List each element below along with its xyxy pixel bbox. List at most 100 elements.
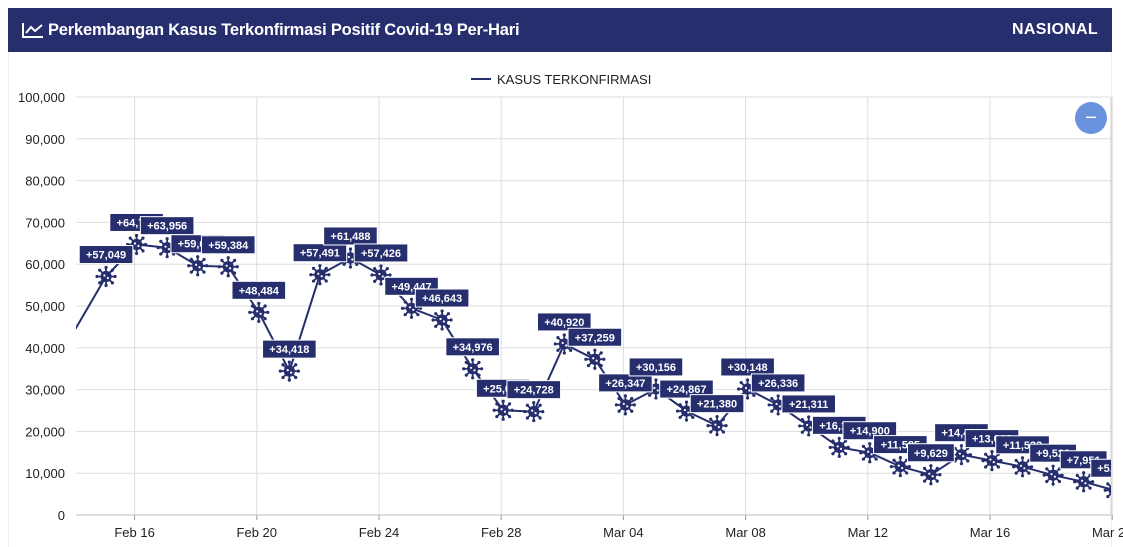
data-label: +24,728 xyxy=(506,380,562,400)
virus-marker-icon[interactable] xyxy=(1042,464,1064,486)
virus-marker-icon[interactable] xyxy=(584,348,606,370)
chart-header: Perkembangan Kasus Terkonfirmasi Positif… xyxy=(8,8,1112,52)
virus-marker-icon[interactable] xyxy=(400,297,423,319)
x-tick-label: Mar 20 xyxy=(1092,525,1123,540)
virus-marker-icon[interactable] xyxy=(248,301,270,323)
virus-marker-icon[interactable] xyxy=(95,265,117,288)
data-label: +57,426 xyxy=(353,243,409,263)
data-label-text: +5,922 xyxy=(1097,463,1123,475)
y-tick-label: 50,000 xyxy=(25,299,65,314)
data-label: +57,049 xyxy=(78,245,134,265)
virus-marker-icon[interactable] xyxy=(462,358,484,380)
region-badge: NASIONAL xyxy=(1012,21,1098,38)
data-label-text: +40,920 xyxy=(544,317,584,329)
virus-marker-icon[interactable] xyxy=(553,333,575,355)
data-label-text: +26,347 xyxy=(605,378,645,390)
data-label-text: +9,629 xyxy=(914,448,948,460)
data-label: +34,976 xyxy=(445,337,500,357)
data-label-text: +57,049 xyxy=(86,250,126,262)
x-tick-label: Mar 12 xyxy=(848,525,888,540)
data-label-text: +34,418 xyxy=(269,344,309,356)
data-label: +5,922 xyxy=(1090,458,1123,478)
virus-marker-icon[interactable] xyxy=(187,255,209,277)
data-label: +24,867 xyxy=(659,379,714,399)
data-label: +14,900 xyxy=(842,421,898,441)
y-tick-label: 70,000 xyxy=(25,215,65,230)
chart-title-wrap: Perkembangan Kasus Terkonfirmasi Positif… xyxy=(22,20,520,40)
virus-marker-icon[interactable] xyxy=(492,399,514,421)
data-label-text: +46,643 xyxy=(422,293,462,305)
data-label-text: +21,380 xyxy=(697,399,737,411)
data-label-text: +61,488 xyxy=(330,231,370,243)
x-tick-label: Feb 28 xyxy=(481,525,521,540)
y-tick-label: 20,000 xyxy=(25,424,65,439)
data-label: +48,484 xyxy=(231,280,287,300)
virus-marker-icon[interactable] xyxy=(920,464,942,486)
data-label: +57,491 xyxy=(292,243,348,263)
data-label-text: +14,900 xyxy=(850,426,890,438)
minus-icon: − xyxy=(1085,107,1097,129)
x-tick-label: Feb 20 xyxy=(237,525,277,540)
y-tick-label: 60,000 xyxy=(25,257,65,272)
data-label: +34,418 xyxy=(262,339,317,359)
virus-marker-icon[interactable] xyxy=(309,264,331,286)
data-label: +21,380 xyxy=(689,394,745,414)
virus-marker-icon[interactable] xyxy=(217,256,239,278)
chart-title: Perkembangan Kasus Terkonfirmasi Positif… xyxy=(48,20,520,39)
data-labels: +57,049+64,718+63,956+59,635+59,384+48,4… xyxy=(78,212,1123,478)
virus-marker-icon[interactable] xyxy=(828,436,850,458)
virus-marker-icon[interactable] xyxy=(431,309,453,331)
y-tick-label: 40,000 xyxy=(25,341,65,356)
line-chart-icon xyxy=(22,23,43,38)
data-label-text: +37,259 xyxy=(575,332,615,344)
data-label-text: +24,867 xyxy=(666,384,706,396)
y-tick-label: 30,000 xyxy=(25,383,65,398)
data-label-text: +48,484 xyxy=(239,285,280,297)
virus-marker-icon[interactable] xyxy=(859,442,881,464)
data-label-text: +26,336 xyxy=(758,378,798,390)
legend[interactable]: KASUS TERKONFIRMASI xyxy=(471,72,651,87)
virus-marker-icon[interactable] xyxy=(889,455,911,478)
virus-marker-icon[interactable] xyxy=(523,401,545,423)
data-label: +30,156 xyxy=(628,357,684,377)
x-tick-label: Mar 08 xyxy=(725,525,765,540)
virus-marker-icon[interactable] xyxy=(614,394,637,416)
data-label: +59,384 xyxy=(200,235,256,255)
virus-marker-icon[interactable] xyxy=(981,450,1003,472)
data-label-text: +21,311 xyxy=(789,399,828,411)
data-label-text: +24,728 xyxy=(514,385,554,397)
data-label-text: +30,156 xyxy=(636,362,676,374)
data-label-text: +34,976 xyxy=(453,342,493,354)
y-tick-label: 80,000 xyxy=(25,174,65,189)
data-label: +30,148 xyxy=(720,357,775,377)
data-label-text: +57,491 xyxy=(300,248,340,260)
data-label-text: +30,148 xyxy=(728,362,768,374)
data-label: +37,259 xyxy=(567,327,623,347)
x-tick-label: Mar 16 xyxy=(970,525,1010,540)
data-label-text: +59,384 xyxy=(208,240,249,252)
y-tick-label: 90,000 xyxy=(25,132,65,147)
virus-marker-icon[interactable] xyxy=(278,360,300,382)
data-label: +26,336 xyxy=(750,373,806,393)
data-label-text: +57,426 xyxy=(361,248,401,260)
data-label-text: +63,956 xyxy=(147,221,187,233)
virus-marker-icon[interactable] xyxy=(706,415,728,437)
data-label: +9,629 xyxy=(907,443,955,463)
virus-marker-icon[interactable] xyxy=(1011,456,1034,478)
markers xyxy=(95,233,1123,501)
x-tick-label: Feb 16 xyxy=(114,525,154,540)
chart-panel xyxy=(8,52,1112,547)
zoom-out-button[interactable]: − xyxy=(1075,102,1107,134)
virus-marker-icon[interactable] xyxy=(1103,480,1123,501)
y-tick-label: 100,000 xyxy=(18,90,65,105)
data-label: +61,488 xyxy=(323,226,378,246)
data-label: +21,311 xyxy=(781,394,837,414)
x-tick-label: Feb 24 xyxy=(359,525,399,540)
virus-marker-icon[interactable] xyxy=(1073,471,1095,493)
data-label: +40,920 xyxy=(537,312,592,332)
data-label: +46,643 xyxy=(414,288,470,308)
legend-label: KASUS TERKONFIRMASI xyxy=(497,72,651,87)
y-tick-label: 0 xyxy=(58,508,65,523)
data-label: +63,956 xyxy=(139,216,195,236)
